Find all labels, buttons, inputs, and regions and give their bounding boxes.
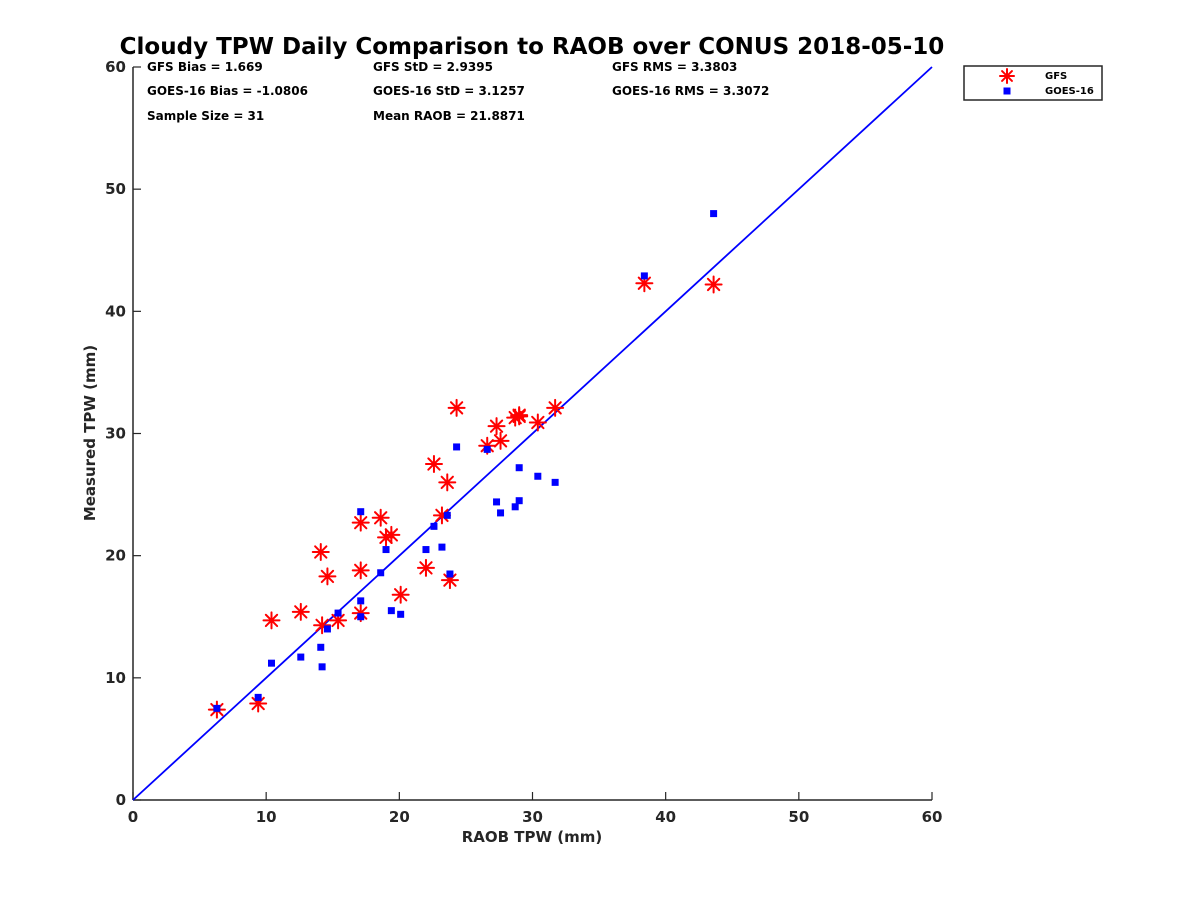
x-axis-label: RAOB TPW (mm) (462, 828, 603, 846)
y-tick-label: 0 (116, 791, 126, 809)
goes-16-point (438, 543, 446, 551)
legend-gfs-marker (999, 68, 1015, 84)
gfs-point (432, 506, 451, 525)
gfs-point (487, 417, 506, 436)
goes-16-point (497, 509, 505, 517)
goes-16-point (213, 704, 221, 712)
gfs-point (391, 585, 410, 604)
x-tick-label: 20 (389, 808, 410, 826)
goes-16-point (357, 613, 365, 621)
gfs-point (424, 455, 443, 474)
y-tick-label: 10 (105, 669, 126, 687)
goes-16-point (534, 472, 542, 480)
goes-16-point (483, 445, 491, 453)
goes-16-point (397, 610, 405, 618)
goes-16-point (317, 643, 325, 651)
gfs-rms-text: GFS RMS = 3.3803 (612, 60, 737, 74)
goes-16-point (377, 569, 385, 577)
goes-16-point (382, 546, 390, 554)
gfs-bias-text: GFS Bias = 1.669 (147, 60, 263, 74)
goes-16-point (387, 607, 395, 615)
y-ticks: 0 10 20 30 40 50 60 (105, 58, 141, 809)
y-tick-label: 40 (105, 302, 126, 320)
goes-16-point (318, 663, 326, 671)
gfs-point (262, 611, 281, 630)
goes-16-point (710, 210, 718, 218)
axes: 0 10 20 30 40 50 60 0 10 20 30 40 50 60 (105, 58, 942, 826)
gfs-point (546, 398, 565, 417)
goes-16-point (357, 597, 365, 605)
gfs-point (510, 407, 529, 426)
y-tick-label: 20 (105, 547, 126, 565)
goes-16-point (511, 503, 519, 511)
goes-16-point (443, 511, 451, 519)
one-to-one-line (132, 66, 933, 801)
gfs-point (377, 528, 396, 547)
goes-16-point (422, 546, 430, 554)
y-tick-label: 50 (105, 180, 126, 198)
goes-16-point (446, 570, 454, 578)
goes-std-text: GOES-16 StD = 3.1257 (373, 84, 525, 98)
legend-gfs-label: GFS (1045, 71, 1067, 82)
gfs-point (416, 558, 435, 577)
gfs-point (351, 513, 370, 532)
chart-title: Cloudy TPW Daily Comparison to RAOB over… (120, 34, 945, 60)
goes-16-point (515, 497, 523, 505)
mean-raob-text: Mean RAOB = 21.8871 (373, 109, 525, 123)
gfs-point (440, 571, 459, 590)
goes-16-point (334, 609, 342, 617)
legend-box (963, 65, 1103, 101)
gfs-std-text: GFS StD = 2.9395 (373, 60, 493, 74)
legend-gfs-asterisk (999, 68, 1015, 84)
gfs-point (351, 561, 370, 580)
gfs-point (313, 616, 332, 635)
x-tick-label: 10 (256, 808, 277, 826)
goes-16-point (640, 272, 648, 280)
sample-size-text: Sample Size = 31 (147, 109, 264, 123)
goes-16-point (254, 693, 262, 701)
gfs-point (704, 275, 723, 294)
gfs-point (318, 567, 337, 586)
legend-goes-16-marker (1003, 87, 1011, 95)
y-tick-label: 60 (105, 58, 126, 76)
goes-16-point (493, 498, 501, 506)
goes-16-point (297, 653, 305, 661)
x-tick-label: 50 (788, 808, 809, 826)
goes-16-point (430, 522, 438, 530)
x-tick-label: 0 (128, 808, 138, 826)
gfs-point (447, 398, 466, 417)
gfs-point (528, 413, 547, 432)
goes-16-point (357, 508, 365, 516)
goes-16-point (453, 443, 461, 451)
x-ticks: 0 10 20 30 40 50 60 (128, 792, 943, 826)
x-tick-label: 60 (922, 808, 943, 826)
goes-16-point (267, 659, 275, 667)
gfs-point (311, 543, 330, 562)
goes-bias-text: GOES-16 Bias = -1.0806 (147, 84, 308, 98)
statistics-block: GFS Bias = 1.669 GOES-16 Bias = -1.0806 … (147, 60, 769, 123)
y-tick-label: 30 (105, 425, 126, 443)
x-tick-label: 40 (655, 808, 676, 826)
y-axis-label: Measured TPW (mm) (81, 345, 99, 521)
goes-rms-text: GOES-16 RMS = 3.3072 (612, 84, 769, 98)
data-points (207, 210, 723, 719)
gfs-point (382, 525, 401, 544)
gfs-point (371, 508, 390, 527)
legend: GFS GOES-16 (963, 65, 1103, 101)
goes-16-point (323, 625, 331, 633)
x-tick-label: 30 (522, 808, 543, 826)
gfs-point (291, 602, 310, 621)
gfs-point (438, 473, 457, 492)
gfs-point (491, 431, 510, 450)
goes-16-point (515, 464, 523, 472)
goes-16-point (551, 478, 559, 486)
legend-goes-16-label: GOES-16 (1045, 86, 1094, 97)
